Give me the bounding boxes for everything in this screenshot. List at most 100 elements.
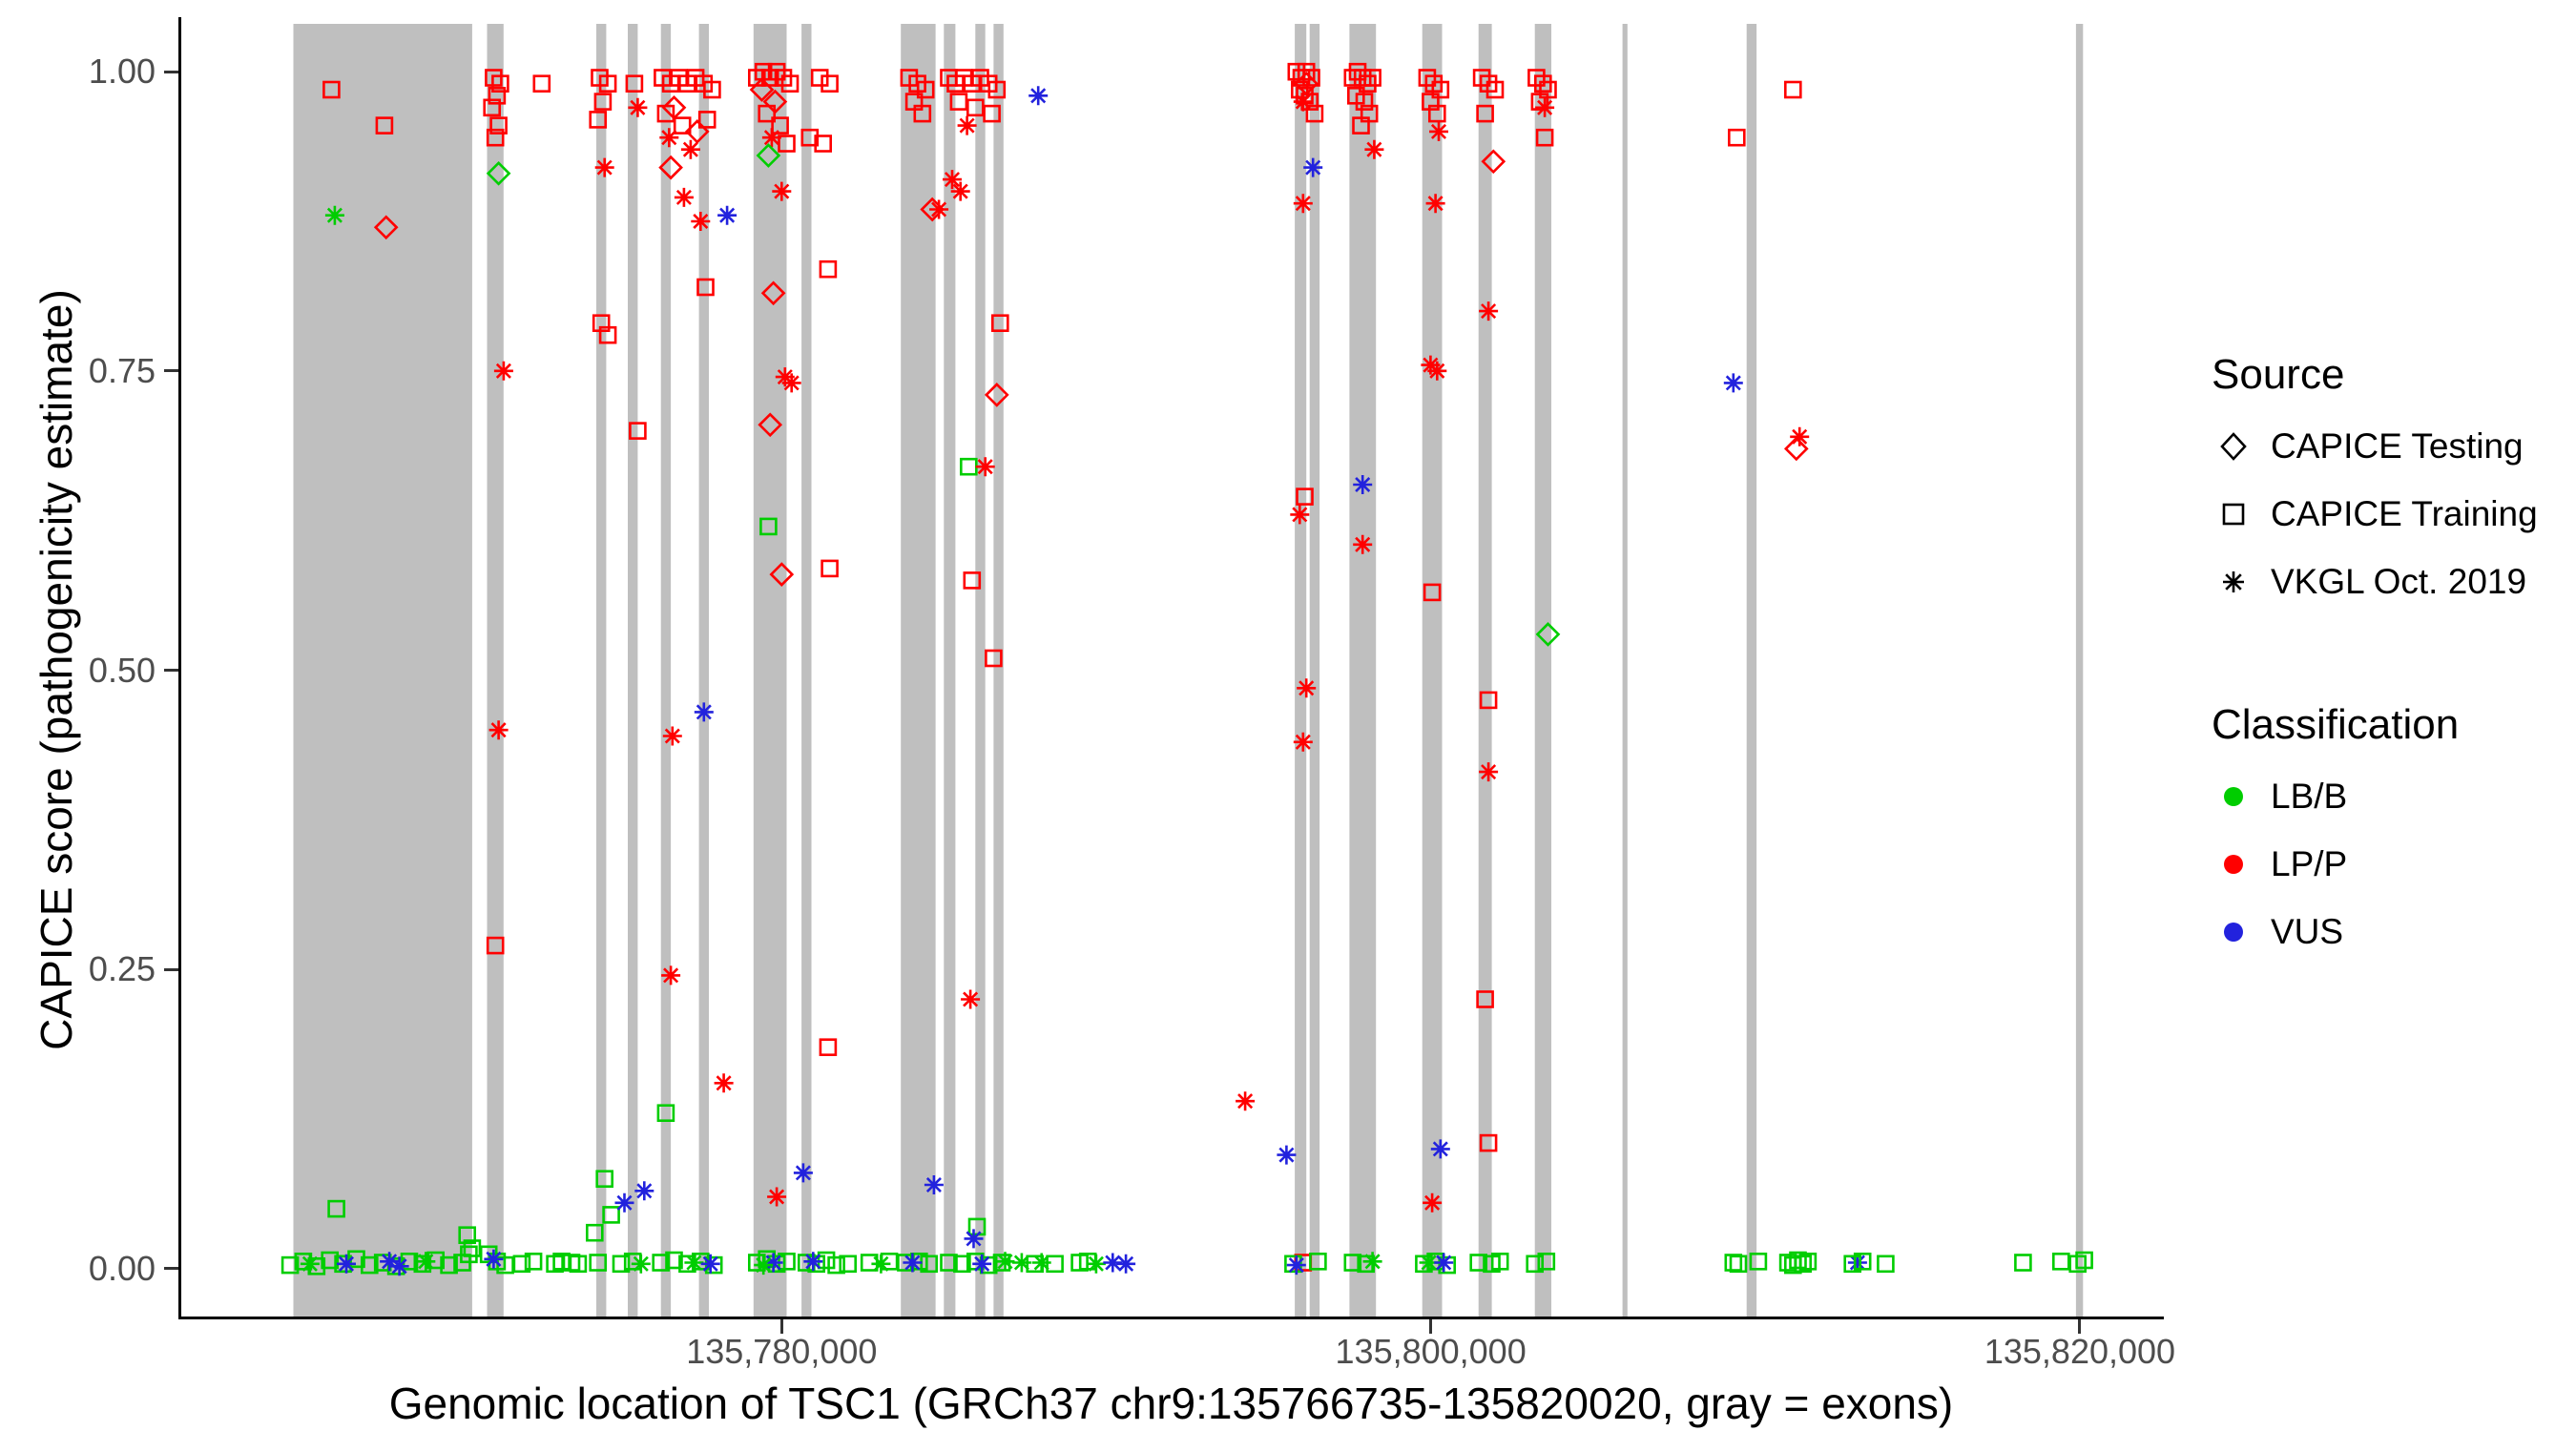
data-point xyxy=(760,280,786,306)
legend-item-lbb: LB/B xyxy=(2212,762,2572,830)
data-point xyxy=(793,1163,813,1183)
data-point xyxy=(589,1254,608,1272)
data-point xyxy=(703,80,721,99)
data-point xyxy=(1352,116,1370,135)
data-point xyxy=(373,215,399,240)
data-point xyxy=(658,155,683,180)
data-point xyxy=(1353,69,1372,87)
data-point xyxy=(1423,583,1442,602)
data-point xyxy=(754,1255,774,1275)
data-point xyxy=(821,74,839,93)
legend-item-capice-training: CAPICE Training xyxy=(2212,480,2572,548)
data-point xyxy=(1309,1253,1327,1271)
exon-region xyxy=(293,24,472,1317)
data-point xyxy=(661,965,681,985)
square-icon xyxy=(2212,492,2255,536)
data-point xyxy=(674,187,694,207)
data-point xyxy=(662,726,682,746)
data-point xyxy=(458,1226,477,1244)
data-point xyxy=(1293,194,1313,214)
diamond-icon xyxy=(2212,425,2255,468)
data-point xyxy=(975,457,995,477)
data-point xyxy=(758,412,783,438)
data-point xyxy=(1476,104,1494,123)
legend-item-capice-testing: CAPICE Testing xyxy=(2212,412,2572,480)
data-point xyxy=(280,1255,300,1275)
data-point xyxy=(489,116,508,135)
data-point xyxy=(985,649,1003,668)
data-point xyxy=(1537,1253,1556,1271)
data-point xyxy=(972,1254,992,1274)
data-point xyxy=(781,373,801,393)
data-point xyxy=(957,115,977,135)
data-point xyxy=(814,135,833,153)
exon-region xyxy=(993,24,1004,1317)
legend-item-vus: VUS xyxy=(2212,898,2572,965)
data-point xyxy=(598,74,617,93)
data-point xyxy=(924,1175,944,1194)
data-point xyxy=(1843,1255,1861,1274)
legend-classification-title: Classification xyxy=(2212,701,2460,748)
data-point xyxy=(963,571,982,590)
exon-region xyxy=(1746,24,1757,1317)
data-point xyxy=(1343,1254,1362,1272)
data-point xyxy=(1749,1253,1768,1271)
data-point xyxy=(959,457,978,476)
data-point xyxy=(758,104,777,123)
scatter-plot-canvas xyxy=(280,24,2093,1317)
data-point xyxy=(953,1255,971,1274)
data-point xyxy=(1723,373,1743,393)
y-axis-line xyxy=(178,17,181,1319)
legend-item-lpp: LP/P xyxy=(2212,830,2572,898)
x-tick-label: 135,780,000 xyxy=(686,1332,878,1371)
legend-item-label: VKGL Oct. 2019 xyxy=(2271,561,2527,601)
y-tick-label: 1.00 xyxy=(88,52,156,92)
legend-section-classification: Classification LB/B LP/P VUS xyxy=(2212,701,2572,965)
data-point xyxy=(983,104,1001,123)
data-point xyxy=(1293,92,1313,112)
data-point xyxy=(1292,69,1311,87)
data-point xyxy=(819,259,838,279)
data-point xyxy=(1535,622,1561,647)
data-point xyxy=(803,1252,823,1272)
data-point xyxy=(2075,1251,2093,1270)
data-point xyxy=(1355,93,1374,111)
data-point xyxy=(1476,990,1494,1008)
data-point xyxy=(1847,1253,1867,1273)
y-tick-mark xyxy=(164,967,178,971)
data-point xyxy=(361,1255,379,1275)
data-point xyxy=(696,278,715,297)
data-point xyxy=(1423,1192,1443,1213)
data-point xyxy=(1469,1254,1487,1272)
data-point xyxy=(2014,1254,2032,1272)
data-point xyxy=(488,87,507,105)
data-point xyxy=(327,1199,345,1218)
data-point xyxy=(880,1253,899,1271)
data-point xyxy=(1425,194,1445,214)
data-point xyxy=(486,936,505,955)
data-point xyxy=(1535,97,1555,117)
blue-dot-icon xyxy=(2212,910,2255,954)
data-point xyxy=(1297,62,1316,81)
red-dot-icon xyxy=(2212,842,2255,886)
data-point xyxy=(552,1253,571,1271)
data-point xyxy=(652,1254,671,1272)
data-point xyxy=(1479,1133,1498,1152)
data-point xyxy=(1363,69,1381,87)
legend-item-label: LP/P xyxy=(2271,843,2348,883)
data-point xyxy=(585,1223,604,1242)
data-point xyxy=(684,1253,704,1273)
data-point xyxy=(631,1254,651,1274)
data-point xyxy=(656,104,675,123)
data-point xyxy=(1535,128,1554,147)
data-point xyxy=(1434,1253,1454,1273)
data-point xyxy=(763,1253,783,1273)
exon-region xyxy=(801,24,812,1317)
data-point xyxy=(903,1253,923,1273)
data-point xyxy=(1297,678,1317,698)
x-tick-mark xyxy=(2078,1319,2082,1334)
data-point xyxy=(949,93,968,111)
data-point xyxy=(1724,1254,1743,1272)
data-point xyxy=(961,989,981,1009)
y-tick-mark xyxy=(164,669,178,672)
